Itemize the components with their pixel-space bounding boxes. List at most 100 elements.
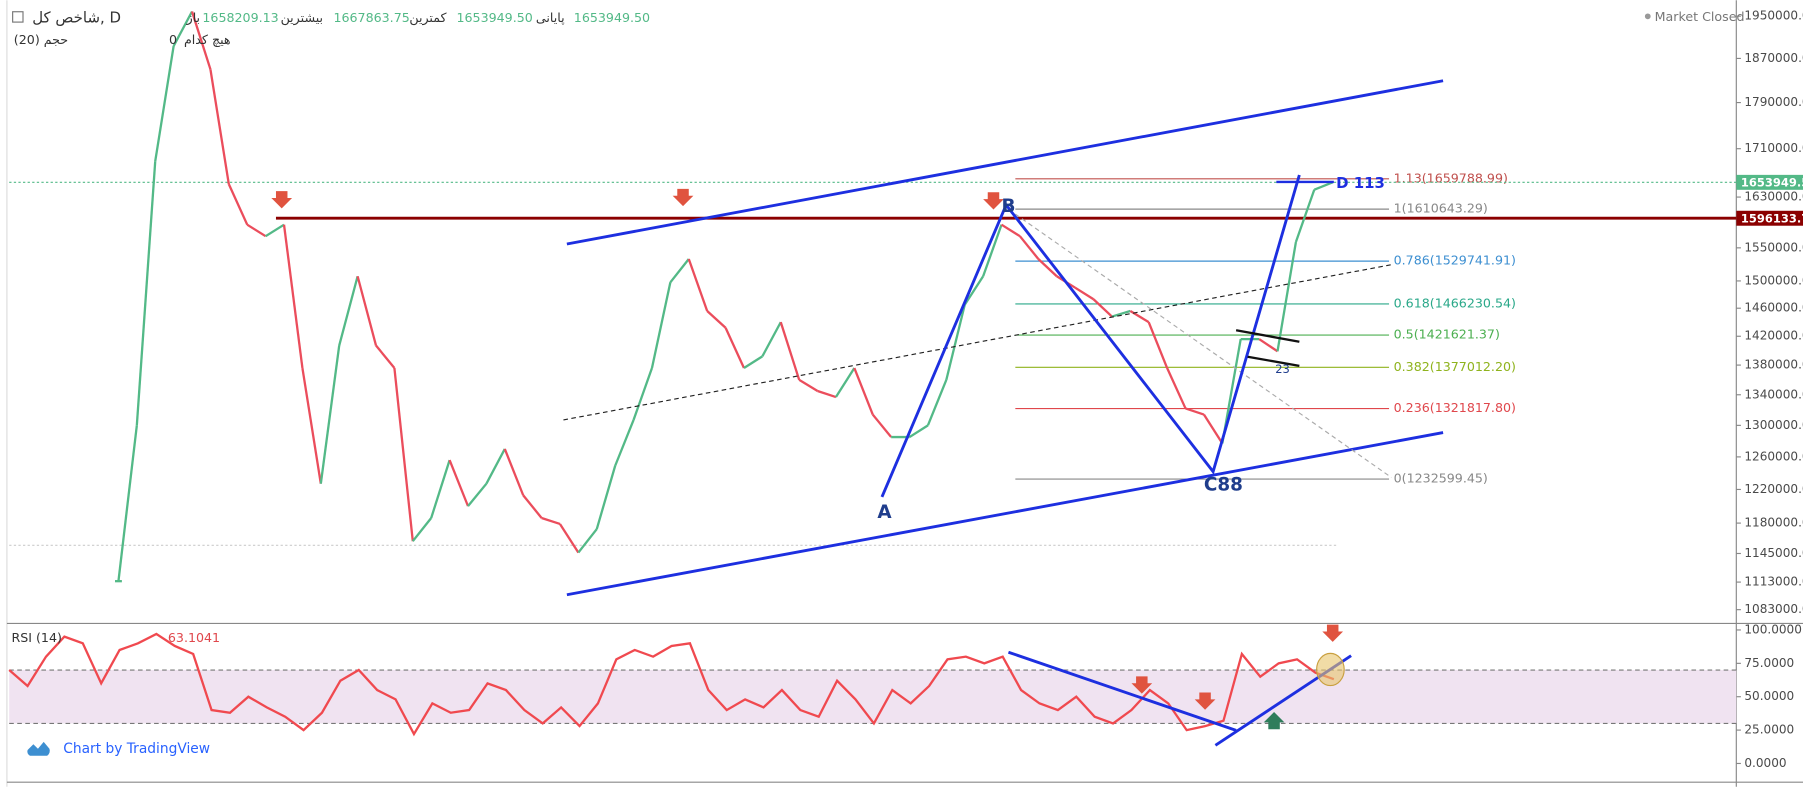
y-tick-label: 0.0000 [1744,756,1786,770]
rsi-band [9,670,1737,724]
low-label: کمترین [409,10,447,26]
price-segment [1019,235,1040,260]
price-segment [687,258,709,312]
price-segment [982,224,1003,277]
point-label: 23 [1275,362,1290,376]
price-segment [1276,241,1298,352]
y-tick-label: 25.0000 [1744,723,1794,737]
tv-logo [27,741,50,756]
price-segment [559,523,580,554]
price-segment [1092,298,1113,318]
price-segment [706,310,727,329]
down-arrow [271,191,293,209]
price-segment [834,367,856,398]
flag-bottom [1247,355,1300,368]
price-segment [319,345,341,484]
y-tick-label: 1113000.00 [1744,575,1803,589]
price-segment [1166,367,1187,409]
y-tick-label: 1340000.00 [1744,387,1803,401]
price-segment [522,494,543,519]
price-segment [411,517,433,542]
open-label: باز [186,10,200,26]
price-segment [798,378,819,392]
fib-label: 0.618(1466230.54) [1394,295,1516,310]
price-segment [761,321,782,357]
volume-label: حجم (20) [14,32,68,48]
rsi-title: RSI (14) [11,630,61,645]
collapse-icon[interactable] [12,11,24,23]
price-segment [963,275,985,306]
volume-setting: هیچ کدام [184,32,231,48]
price-segment [430,459,451,519]
y-tick-label: 1300000.00 [1744,418,1803,432]
price-segment [135,161,157,426]
high-value: 1667863.75 [333,10,409,25]
fib-label: 0.382(1377012.20) [1394,359,1516,374]
fib-trend [1015,213,1392,478]
price-segment [503,448,525,496]
price-segment [265,223,285,238]
down-arrow [983,192,1004,210]
low-value: 1653949.50 [456,10,532,25]
price-segment [1185,407,1205,416]
price-segment [817,389,837,399]
y-tick-label: 1870000.00 [1744,51,1803,65]
price-segment [356,275,378,346]
price-segment [871,413,893,438]
highlight [1316,652,1345,687]
price-segment [1313,181,1334,191]
down-arrow [1194,692,1216,710]
price-segment [227,183,249,226]
price-segment [853,367,874,415]
midline [563,264,1392,421]
price-segment [448,459,470,507]
close-label: پایانی [536,10,565,25]
y-tick-label: 1500000.00 [1744,273,1803,287]
price-segment [375,344,396,369]
price-segment [172,10,194,47]
y-tick-label: 100.0000 [1744,622,1802,636]
y-tick-label: 1420000.00 [1744,329,1803,343]
open-value: 1658209.13 [202,10,278,25]
point-label: D 113 [1336,174,1385,192]
high-label: بیشترین [281,10,324,26]
price-segment [246,223,267,238]
price-segment [1258,338,1279,353]
drawings [563,79,1444,747]
status-dot [1644,13,1651,20]
market-status: Market Closed [1655,9,1745,24]
price-segment [632,367,654,421]
price-segment [614,419,635,467]
y-tick-label: 1260000.00 [1744,449,1803,463]
price-segment [779,321,801,381]
price-tag [1736,174,1803,190]
price-segment [467,482,488,507]
y-tick-label: 1790000.00 [1744,95,1803,109]
price-segment [301,367,322,484]
price-segment [485,448,506,485]
watermark[interactable]: Chart by TradingView [63,741,210,757]
down-arrow [1322,624,1344,642]
price-segment [190,11,212,70]
price-segment [926,379,948,426]
fib-label: 0.5(1421621.37) [1394,327,1500,342]
price-segment [908,424,929,439]
y-tick-label: 1950000.00 [1744,9,1803,23]
price-segment [669,258,690,283]
rsi-trend-down [1007,650,1237,732]
price-segment [1000,223,1021,238]
price-segment [1294,189,1316,243]
price-segment [282,224,304,369]
y-tick-label: 1180000.00 [1744,516,1803,530]
price-segment [541,516,561,526]
price-tag-label: 1653949.50 [1741,175,1803,189]
y-tick-label: 75.0000 [1744,656,1794,670]
volume-value: 0 [169,32,177,47]
price-segment [743,355,763,369]
price-tag [1736,210,1803,226]
symbol: شاخص کل, D [32,9,121,27]
abcd-path [880,174,1301,498]
fib-label: 0(1232599.45) [1394,471,1488,486]
